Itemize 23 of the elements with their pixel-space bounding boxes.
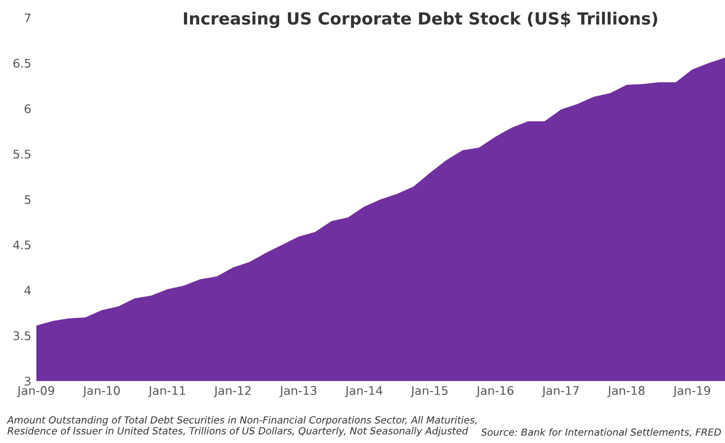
x-tick-label: Jan-09 <box>16 386 54 398</box>
y-tick-label: 4 <box>24 286 31 295</box>
x-tick-label: Jan-13 <box>279 386 316 398</box>
y-tick-label: 5.5 <box>14 150 30 159</box>
y-tick-label: 7 <box>24 14 30 22</box>
x-tick-label: Jan-12 <box>214 386 251 398</box>
chart-title: Increasing US Corporate Debt Stock (US$ Trillions) <box>184 12 658 28</box>
x-tick-label: Jan-15 <box>410 386 448 398</box>
x-tick-label: Jan-10 <box>82 386 120 398</box>
source-note: Source: Bank for International Settlements, FRED <box>481 428 721 437</box>
y-tick-label: 4.5 <box>13 240 30 250</box>
y-tick-label: 3 <box>24 376 30 386</box>
y-tick-label: 5 <box>24 195 30 204</box>
y-tick-label: 3.5 <box>14 331 30 340</box>
x-tick-label: Jan-17 <box>542 386 579 398</box>
y-tick-label: 6 <box>24 104 31 114</box>
x-tick-label: Jan-19 <box>672 386 710 398</box>
x-tick-label: Jan-14 <box>344 386 382 398</box>
x-tick-label: Jan-18 <box>607 386 645 398</box>
x-tick-label: Jan-16 <box>476 386 514 398</box>
y-tick-label: 6.5 <box>13 58 30 68</box>
text: Amount Outstanding of Total Debt Securities in Non-Financial Corporations Sector, All Maturities, Residence of Issuer in United States, Trillions of US Dollars, Quarterly, Not Seasonally Adjusted <box>6 416 477 436</box>
x-tick-label: Jan-11 <box>148 386 186 398</box>
